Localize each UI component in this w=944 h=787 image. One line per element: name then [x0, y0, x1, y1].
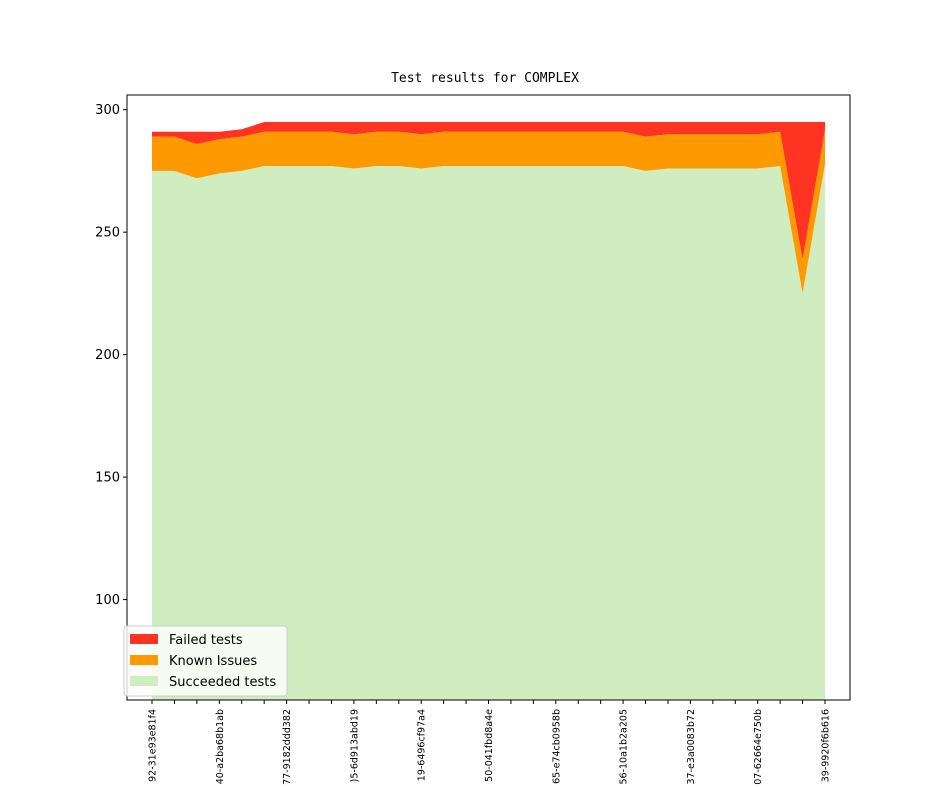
y-tick-label: 150 [95, 471, 120, 486]
legend-swatch [130, 676, 158, 686]
x-tick-label: 19-6496cf97a4 [417, 709, 428, 781]
x-tick-label: 65-e74cb0958b [551, 709, 562, 784]
x-tick-label: )5-6d913abd19 [349, 709, 360, 782]
x-tick-label: 07-62664e750b [753, 709, 764, 785]
x-tick-label: 77-9182ddd382 [282, 709, 293, 785]
legend-label: Failed tests [169, 633, 243, 648]
legend: Failed tests Known Issues Succeeded tests [123, 625, 288, 697]
x-tick-label: 39-9920f6b616 [821, 709, 832, 782]
legend-box [123, 625, 288, 697]
y-tick-label: 250 [95, 226, 120, 241]
x-tick-label: 37-e3a0083b72 [686, 709, 697, 785]
area [152, 163, 825, 700]
area [152, 129, 825, 294]
legend-swatch [130, 655, 158, 665]
legend-label: Succeeded tests [169, 675, 276, 690]
area [152, 121, 825, 260]
y-tick-label: 200 [95, 348, 120, 363]
x-tick-label: 56-10a1b2a205 [619, 709, 630, 785]
y-tick-label: 100 [95, 593, 120, 608]
y-tick-label: 300 [95, 103, 120, 118]
legend-label: Known Issues [169, 654, 257, 669]
legend-swatch [130, 634, 158, 644]
chart-title: Test results for COMPLEX [391, 71, 579, 86]
x-tick-label: 50-041fbd8a4e [484, 709, 495, 782]
x-tick-label: 92-31e93e81f4 [148, 709, 159, 782]
x-tick-label: 40-a2ba68b1ab [215, 709, 226, 784]
